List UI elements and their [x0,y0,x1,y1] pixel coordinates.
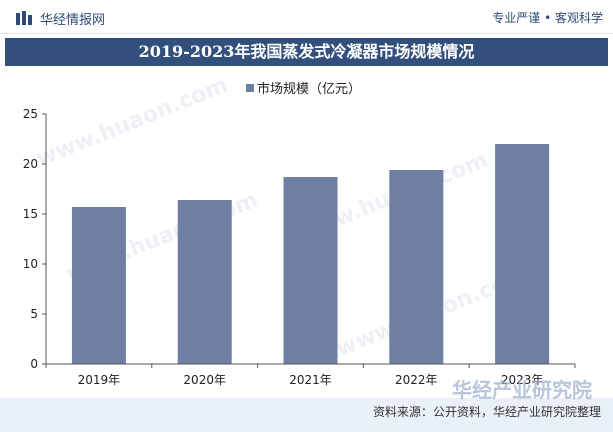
bar-2021年 [283,177,338,364]
bar-2023年 [495,144,550,364]
top-bar: 华经情报网 专业严谨 • 客观科学 [0,0,613,34]
logo-icon [16,11,32,25]
x-tick-label: 2020年 [183,373,226,387]
brand-watermark: 华经产业研究院 [452,378,592,402]
bar-2019年 [71,207,126,364]
bar-2022年 [389,170,444,364]
y-tick-label: 5 [30,307,38,321]
y-tick-label: 15 [23,207,38,221]
y-axis: 0 5 10 15 20 25 [23,107,47,371]
source-note: 资料来源：公开资料，华经产业研究院整理 [372,405,601,419]
bars [71,144,550,364]
y-tick-label: 25 [23,107,38,121]
legend-label: 市场规模（亿元） [257,82,362,97]
x-axis: 2019年 2020年 2021年 2022年 2023年 [45,363,576,387]
x-tick-label: 2023年 [501,373,544,387]
y-tick-label: 20 [23,157,38,171]
slogan: 专业严谨 • 客观科学 [492,11,603,25]
footer-band [0,398,613,432]
x-tick-label: 2019年 [78,373,121,387]
y-tick-label: 10 [23,257,38,271]
bar-chart: 0 5 10 15 20 25 2019年 2020年 2021年 2022年 2023年 [23,107,576,387]
site-name: 华经情报网 [40,13,106,28]
x-tick-label: 2022年 [395,373,438,387]
bar-2020年 [177,200,232,364]
legend-swatch [246,84,254,92]
chart-title: 2019-2023年我国蒸发式冷凝器市场规模情况 [5,38,608,66]
x-tick-label: 2021年 [289,373,332,387]
legend: 市场规模（亿元） [246,82,361,98]
y-tick-label: 0 [30,357,38,371]
